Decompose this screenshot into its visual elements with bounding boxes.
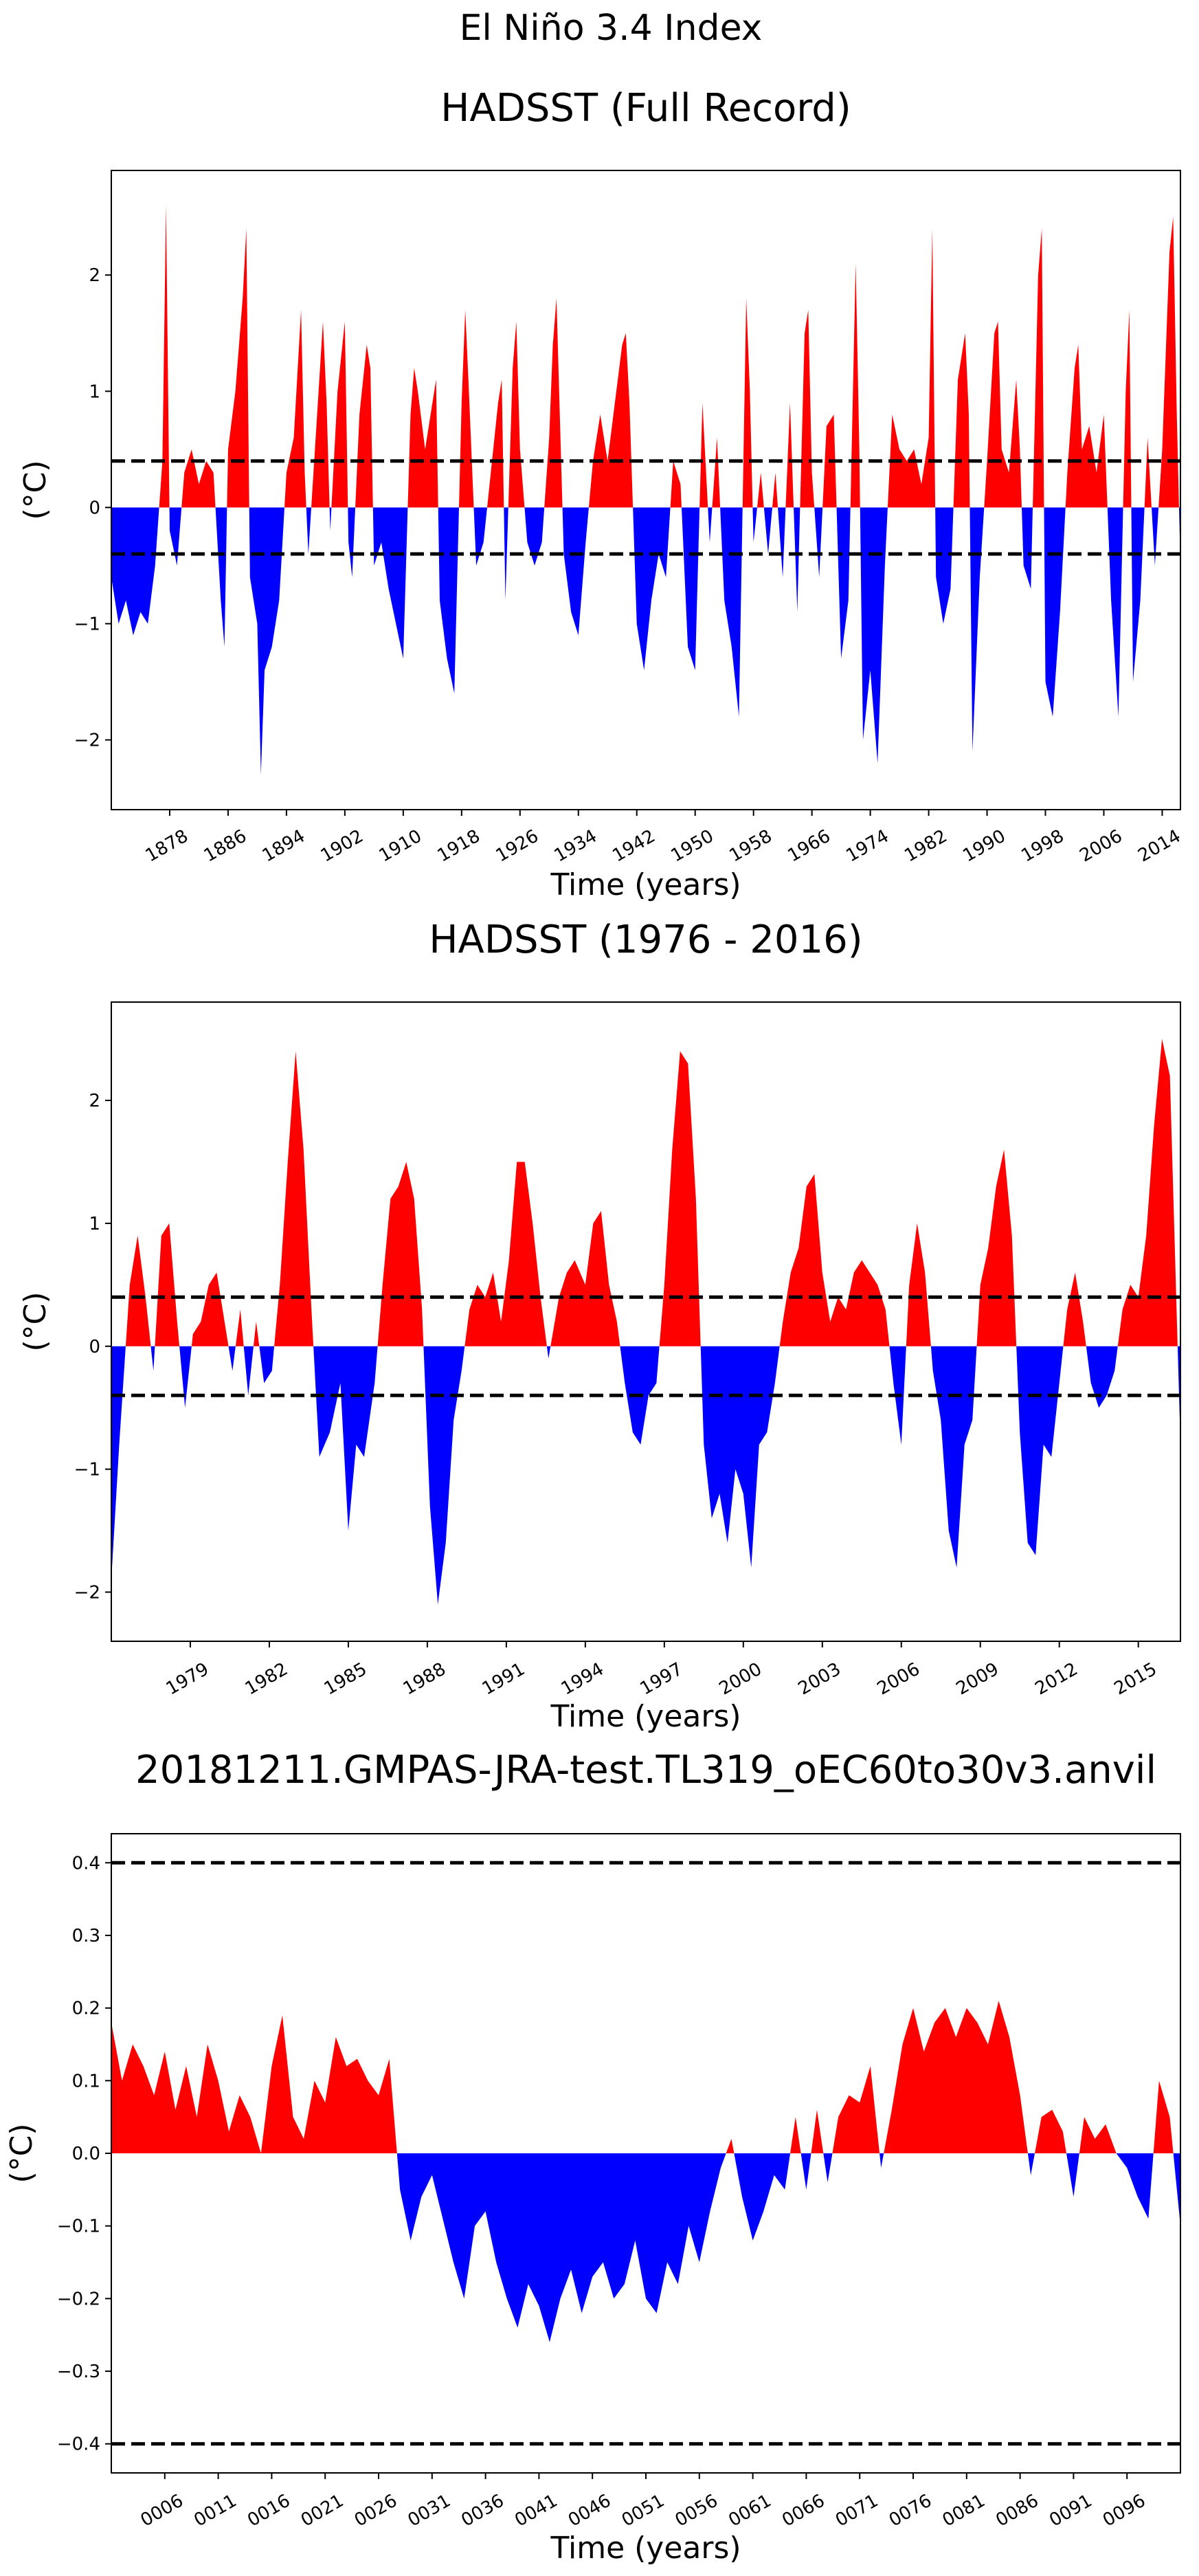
x-tick-label: 1985 [321,1659,370,1700]
y-tick-label: −1 [74,1460,100,1480]
y-tick-label: 2 [89,1091,100,1111]
chart-panel-2: HADSST (1976 - 2016) −2 −1 0 1 2 1979 1982 1985 1… [18,918,1181,1734]
chart-title: 20181211.GMPAS-JRA-test.TL319_oEC60to30v… [135,1748,1156,1792]
x-tick-label: 2015 [1111,1659,1161,1700]
chart-title: HADSST (Full Record) [440,86,851,131]
y-tick-label: −0.3 [57,2362,100,2382]
x-tick-label: 0096 [1099,2491,1149,2531]
y-tick-label: −0.1 [57,2217,100,2237]
plot-frame [111,1001,1181,1642]
x-tick-label: 0041 [511,2491,561,2531]
x-tick-label: 1886 [201,826,250,867]
x-tick-label: 0036 [458,2491,507,2531]
x-tick-label: 0066 [778,2491,828,2531]
y-tick-label: 0 [89,1337,100,1357]
y-tick-label: −0.2 [57,2289,100,2309]
x-tick-label: 1934 [551,826,601,867]
x-tick-label: 1878 [142,826,192,867]
negative-anomaly-area [111,507,1180,775]
x-tick-label: 1990 [959,826,1009,867]
plot-frame [111,170,1181,810]
chart-panel-3: 20181211.GMPAS-JRA-test.TL319_oEC60to30v… [4,1748,1181,2566]
x-tick-label: 1991 [479,1659,528,1700]
x-tick-label: 1966 [784,826,833,867]
y-tick-label: 2 [89,265,100,286]
x-tick-label: 0056 [672,2491,721,2531]
x-axis-label: Time (years) [550,867,741,902]
y-axis-label: (°C) [18,1291,53,1351]
chart-title: HADSST (1976 - 2016) [429,918,862,962]
x-tick-label: 2012 [1032,1659,1082,1700]
x-tick-label: 2006 [874,1659,923,1700]
y-tick-label: 1 [89,381,100,402]
x-tick-label: 0006 [137,2491,187,2531]
x-tick-label: 1994 [558,1659,607,1700]
x-tick-label: 2006 [1076,826,1125,867]
x-tick-label: 1982 [242,1659,291,1700]
x-axis-label: Time (years) [550,1699,741,1734]
x-tick-label: 1958 [726,826,776,867]
x-tick-label: 1979 [163,1659,212,1700]
y-tick-label: 0 [89,498,100,518]
x-tick-label: 1974 [842,826,892,867]
x-tick-label: 2009 [953,1659,1002,1700]
x-tick-label: 1902 [317,826,367,867]
y-tick-label: −2 [74,1582,100,1603]
x-tick-label: 0026 [351,2491,401,2531]
x-tick-label: 1988 [400,1659,449,1700]
y-tick-label: −0.4 [57,2434,100,2455]
negative-anomaly-area [111,1346,1180,1605]
x-tick-label: 0051 [618,2491,668,2531]
y-tick-label: 1 [89,1214,100,1234]
x-tick-label: 1998 [1018,826,1067,867]
y-axis-label: (°C) [4,2123,39,2183]
x-tick-label: 1942 [609,826,659,867]
x-tick-label: 2003 [795,1659,844,1700]
x-tick-label: 0061 [725,2491,774,2531]
x-tick-label: 0076 [886,2491,935,2531]
x-tick-label: 0011 [190,2491,240,2531]
y-axis-label: (°C) [18,460,53,520]
x-tick-label: 0081 [939,2491,989,2531]
x-tick-label: 2014 [1134,826,1184,867]
x-tick-label: 1982 [901,826,950,867]
x-tick-label: 0086 [992,2491,1042,2531]
y-tick-label: 0.2 [72,1999,100,2019]
positive-anomaly-area [111,205,1180,508]
figure-suptitle: El Niño 3.4 Index [460,8,763,49]
y-tick-label: 0.1 [72,2071,100,2091]
x-tick-label: 1894 [259,826,309,867]
x-tick-label: 0016 [244,2491,293,2531]
y-tick-label: 0.3 [72,1926,100,1946]
x-tick-label: 1997 [637,1659,686,1700]
y-tick-label: −1 [74,614,100,634]
x-tick-label: 1910 [376,826,425,867]
y-tick-label: 0.0 [72,2144,100,2164]
negative-anomaly-area [111,2153,1180,2342]
x-axis-label: Time (years) [550,2531,741,2566]
x-tick-label: 1950 [668,826,717,867]
y-tick-label: 0.4 [72,1853,100,1874]
x-tick-label: 0021 [298,2491,347,2531]
x-tick-label: 0071 [832,2491,882,2531]
x-tick-label: 0091 [1046,2491,1095,2531]
x-tick-label: 2000 [716,1659,765,1700]
x-tick-label: 1926 [493,826,542,867]
y-tick-label: −2 [74,731,100,751]
positive-anomaly-area [111,2001,1180,2153]
x-tick-label: 0046 [565,2491,614,2531]
positive-anomaly-area [111,1039,1180,1346]
x-tick-label: 0031 [405,2491,454,2531]
x-tick-label: 1918 [434,826,484,867]
